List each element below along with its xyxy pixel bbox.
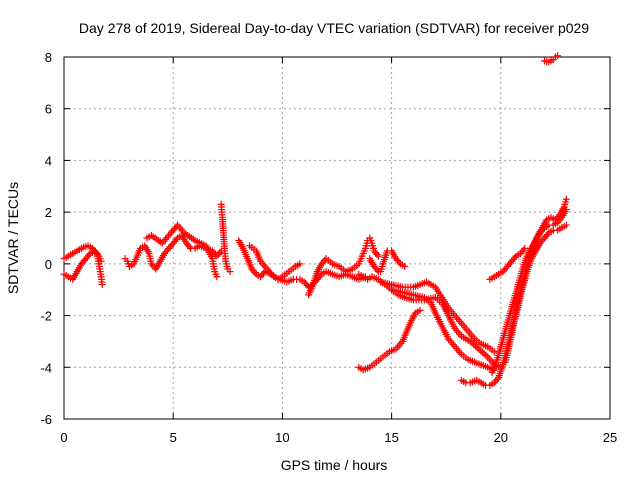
y-tick-label: 2 bbox=[45, 205, 52, 220]
x-axis-title: GPS time / hours bbox=[281, 457, 388, 473]
data-point bbox=[493, 375, 501, 383]
x-tick-label: 20 bbox=[494, 430, 508, 445]
data-point bbox=[216, 249, 224, 257]
data-point bbox=[395, 258, 403, 266]
x-tick-label: 0 bbox=[60, 430, 67, 445]
data-point bbox=[519, 246, 527, 254]
data-point bbox=[374, 252, 382, 260]
grid bbox=[64, 57, 610, 419]
data-series-arc-b bbox=[60, 242, 106, 289]
data-series-arc-a bbox=[60, 247, 105, 283]
y-tick-label: 6 bbox=[45, 102, 52, 117]
data-series-arc-h bbox=[305, 234, 382, 299]
axis-ticks: 0 5 10 15 20 25 -6 -4 -2 0 2 4 6 8 bbox=[40, 50, 617, 445]
chart-title: Day 278 of 2019, Sidereal Day-to-day VTE… bbox=[79, 20, 589, 36]
data-point bbox=[554, 52, 562, 60]
data-point bbox=[521, 244, 529, 252]
data-point bbox=[562, 206, 570, 214]
data-point bbox=[543, 231, 551, 239]
x-tick-label: 10 bbox=[275, 430, 289, 445]
data-point bbox=[213, 273, 221, 281]
data-point bbox=[416, 306, 424, 314]
data-point bbox=[556, 215, 564, 223]
data-point bbox=[562, 221, 570, 229]
data-point bbox=[160, 237, 168, 245]
data-point bbox=[511, 254, 519, 262]
data-point bbox=[478, 348, 486, 356]
data-point bbox=[296, 260, 304, 268]
data-point bbox=[91, 248, 99, 256]
data-point bbox=[401, 262, 409, 270]
y-tick-label: 4 bbox=[45, 153, 52, 168]
data-point bbox=[490, 348, 498, 356]
data-point bbox=[251, 268, 259, 276]
y-tick-label: -6 bbox=[40, 412, 52, 427]
data-series-arc-e bbox=[217, 200, 234, 276]
data-series-arc-k bbox=[377, 278, 498, 356]
data-point bbox=[473, 344, 481, 352]
x-tick-label: 5 bbox=[170, 430, 177, 445]
data-series-arc-i bbox=[366, 247, 409, 276]
data-point bbox=[482, 351, 490, 359]
y-tick-label: 8 bbox=[45, 50, 52, 65]
data-point bbox=[480, 350, 488, 358]
data-series-arc-r bbox=[540, 52, 562, 66]
data-point bbox=[166, 230, 174, 238]
data-point bbox=[98, 281, 106, 289]
data-point bbox=[373, 266, 381, 274]
y-axis-title: SDTVAR / TECUs bbox=[5, 182, 21, 294]
plot-frame bbox=[63, 56, 611, 420]
data-point bbox=[185, 243, 193, 251]
data-series-arc-p bbox=[501, 221, 570, 366]
data-series-arc-j bbox=[355, 270, 505, 371]
data-point bbox=[562, 195, 570, 203]
y-tick-label: -4 bbox=[40, 360, 52, 375]
data-point bbox=[226, 268, 234, 276]
data-series-arc-m bbox=[355, 306, 424, 374]
data-series-arc-o bbox=[488, 206, 570, 376]
data-point bbox=[539, 225, 547, 233]
data-point bbox=[85, 251, 93, 259]
data-series-arc-d bbox=[143, 221, 221, 281]
y-tick-label: 0 bbox=[45, 257, 52, 272]
data-point bbox=[163, 234, 171, 242]
y-tick-label: -2 bbox=[40, 309, 52, 324]
x-tick-label: 15 bbox=[384, 430, 398, 445]
data-point bbox=[172, 236, 180, 244]
x-tick-label: 25 bbox=[603, 430, 617, 445]
data-point bbox=[373, 250, 381, 258]
data-series-arc-c bbox=[121, 231, 225, 273]
data-points bbox=[60, 52, 570, 389]
data-point bbox=[165, 232, 173, 240]
data-series-arc-q bbox=[486, 244, 529, 283]
